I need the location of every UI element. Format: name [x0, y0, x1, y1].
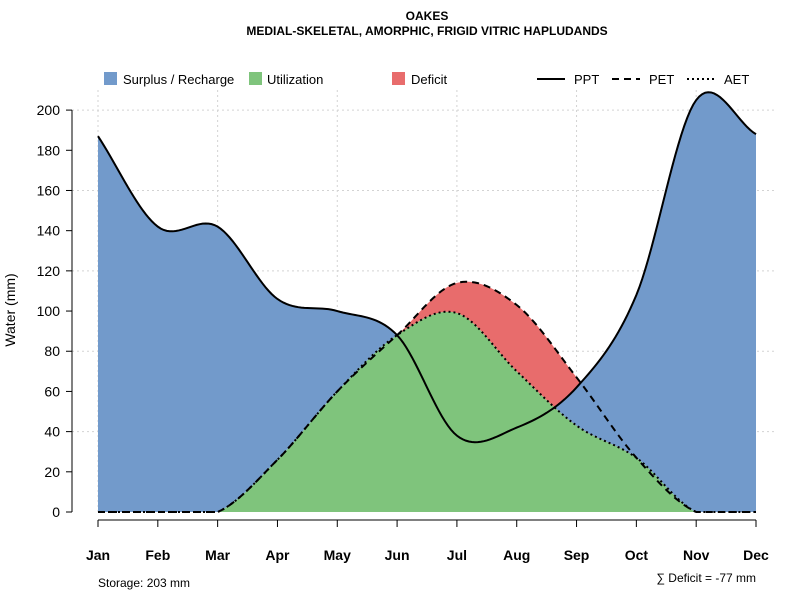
y-tick-label: 120 — [37, 263, 61, 279]
y-tick-label: 40 — [44, 424, 60, 440]
legend-label-utilization: Utilization — [267, 72, 323, 87]
y-tick-label: 100 — [37, 303, 61, 319]
x-tick-label: Nov — [683, 547, 710, 563]
x-tick-label: Mar — [205, 547, 230, 563]
x-tick-label: Jan — [86, 547, 110, 563]
x-tick-label: Apr — [265, 547, 290, 563]
legend-label-aet: AET — [724, 72, 749, 87]
series-line-ppt — [97, 91, 757, 444]
area-utilization — [220, 311, 697, 512]
x-tick-label: Oct — [625, 547, 649, 563]
y-axis-label: Water (mm) — [2, 273, 18, 346]
chart-title: OAKES — [406, 9, 449, 23]
axes: 0 20 40 60 80 100 120 140 160 180 200 Jan Feb Mar Apr M… — [37, 102, 769, 563]
y-tick-label: 0 — [52, 504, 60, 520]
y-tick-label: 20 — [44, 464, 60, 480]
y-tick-label: 200 — [37, 102, 61, 118]
area-layer — [98, 92, 756, 512]
legend-swatch-utilization — [249, 72, 262, 85]
x-tick-label: Aug — [503, 547, 530, 563]
legend-label-ppt: PPT — [574, 72, 599, 87]
x-tick-label: May — [324, 547, 351, 563]
y-tick-label: 80 — [44, 343, 60, 359]
x-tick-label: Jun — [385, 547, 410, 563]
y-tick-label: 160 — [37, 182, 61, 198]
legend-swatch-surplus — [104, 72, 117, 85]
legend-label-surplus: Surplus / Recharge — [123, 72, 234, 87]
y-tick-label: 60 — [44, 383, 60, 399]
area-surplus-recharge — [98, 92, 756, 512]
storage-note: Storage: 203 mm — [98, 576, 190, 590]
x-tick-label: Dec — [743, 547, 769, 563]
line-layer — [97, 91, 757, 513]
x-tick-label: Sep — [564, 547, 590, 563]
y-tick-label: 180 — [37, 142, 61, 158]
deficit-note: ∑ Deficit = -77 mm — [656, 571, 756, 585]
x-tick-label: Jul — [447, 547, 467, 563]
series-line-pet — [98, 280, 756, 513]
y-tick-label: 140 — [37, 223, 61, 239]
legend-label-pet: PET — [649, 72, 674, 87]
legend-label-deficit: Deficit — [411, 72, 448, 87]
legend-swatch-deficit — [392, 72, 405, 85]
legend: Surplus / Recharge Utilization Deficit P… — [104, 72, 749, 87]
chart-subtitle: MEDIAL-SKELETAL, AMORPHIC, FRIGID VITRIC… — [246, 24, 607, 38]
x-tick-label: Feb — [145, 547, 170, 563]
